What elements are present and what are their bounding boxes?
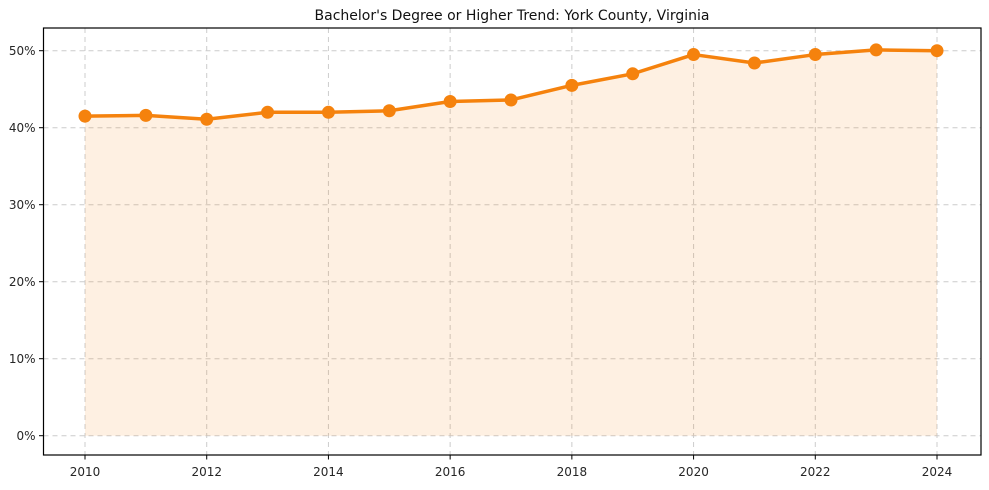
data-point-marker xyxy=(261,105,275,119)
x-tick-label: 2018 xyxy=(557,465,588,479)
x-tick-label: 2020 xyxy=(678,465,709,479)
y-tick-label: 50% xyxy=(9,44,36,58)
data-point-marker xyxy=(687,48,701,62)
y-tick-label: 20% xyxy=(9,275,36,289)
y-tick-label: 10% xyxy=(9,352,36,366)
data-point-marker xyxy=(321,105,335,119)
y-tick-label: 30% xyxy=(9,198,36,212)
data-point-marker xyxy=(869,43,883,57)
area-fill xyxy=(85,49,937,436)
data-point-marker xyxy=(747,56,761,70)
chart-title: Bachelor's Degree or Higher Trend: York … xyxy=(314,8,710,24)
data-point-marker xyxy=(78,109,92,123)
x-tick-label: 2022 xyxy=(800,465,831,479)
y-tick-label: 0% xyxy=(16,429,35,443)
data-point-marker xyxy=(626,67,640,81)
plot-border xyxy=(42,27,982,456)
data-point-marker xyxy=(200,112,214,126)
data-point-marker xyxy=(504,93,518,107)
x-tick-label: 2024 xyxy=(922,465,953,479)
data-point-marker xyxy=(930,44,944,58)
x-tick-label: 2014 xyxy=(313,465,344,479)
data-point-marker xyxy=(382,104,396,118)
data-point-marker xyxy=(565,78,579,92)
data-point-marker xyxy=(808,48,822,62)
data-point-marker xyxy=(139,108,153,122)
x-tick-label: 2016 xyxy=(435,465,466,479)
data-point-marker xyxy=(443,95,457,109)
y-tick-label: 40% xyxy=(9,121,36,135)
x-tick-label: 2010 xyxy=(70,465,101,479)
x-tick-label: 2012 xyxy=(191,465,222,479)
